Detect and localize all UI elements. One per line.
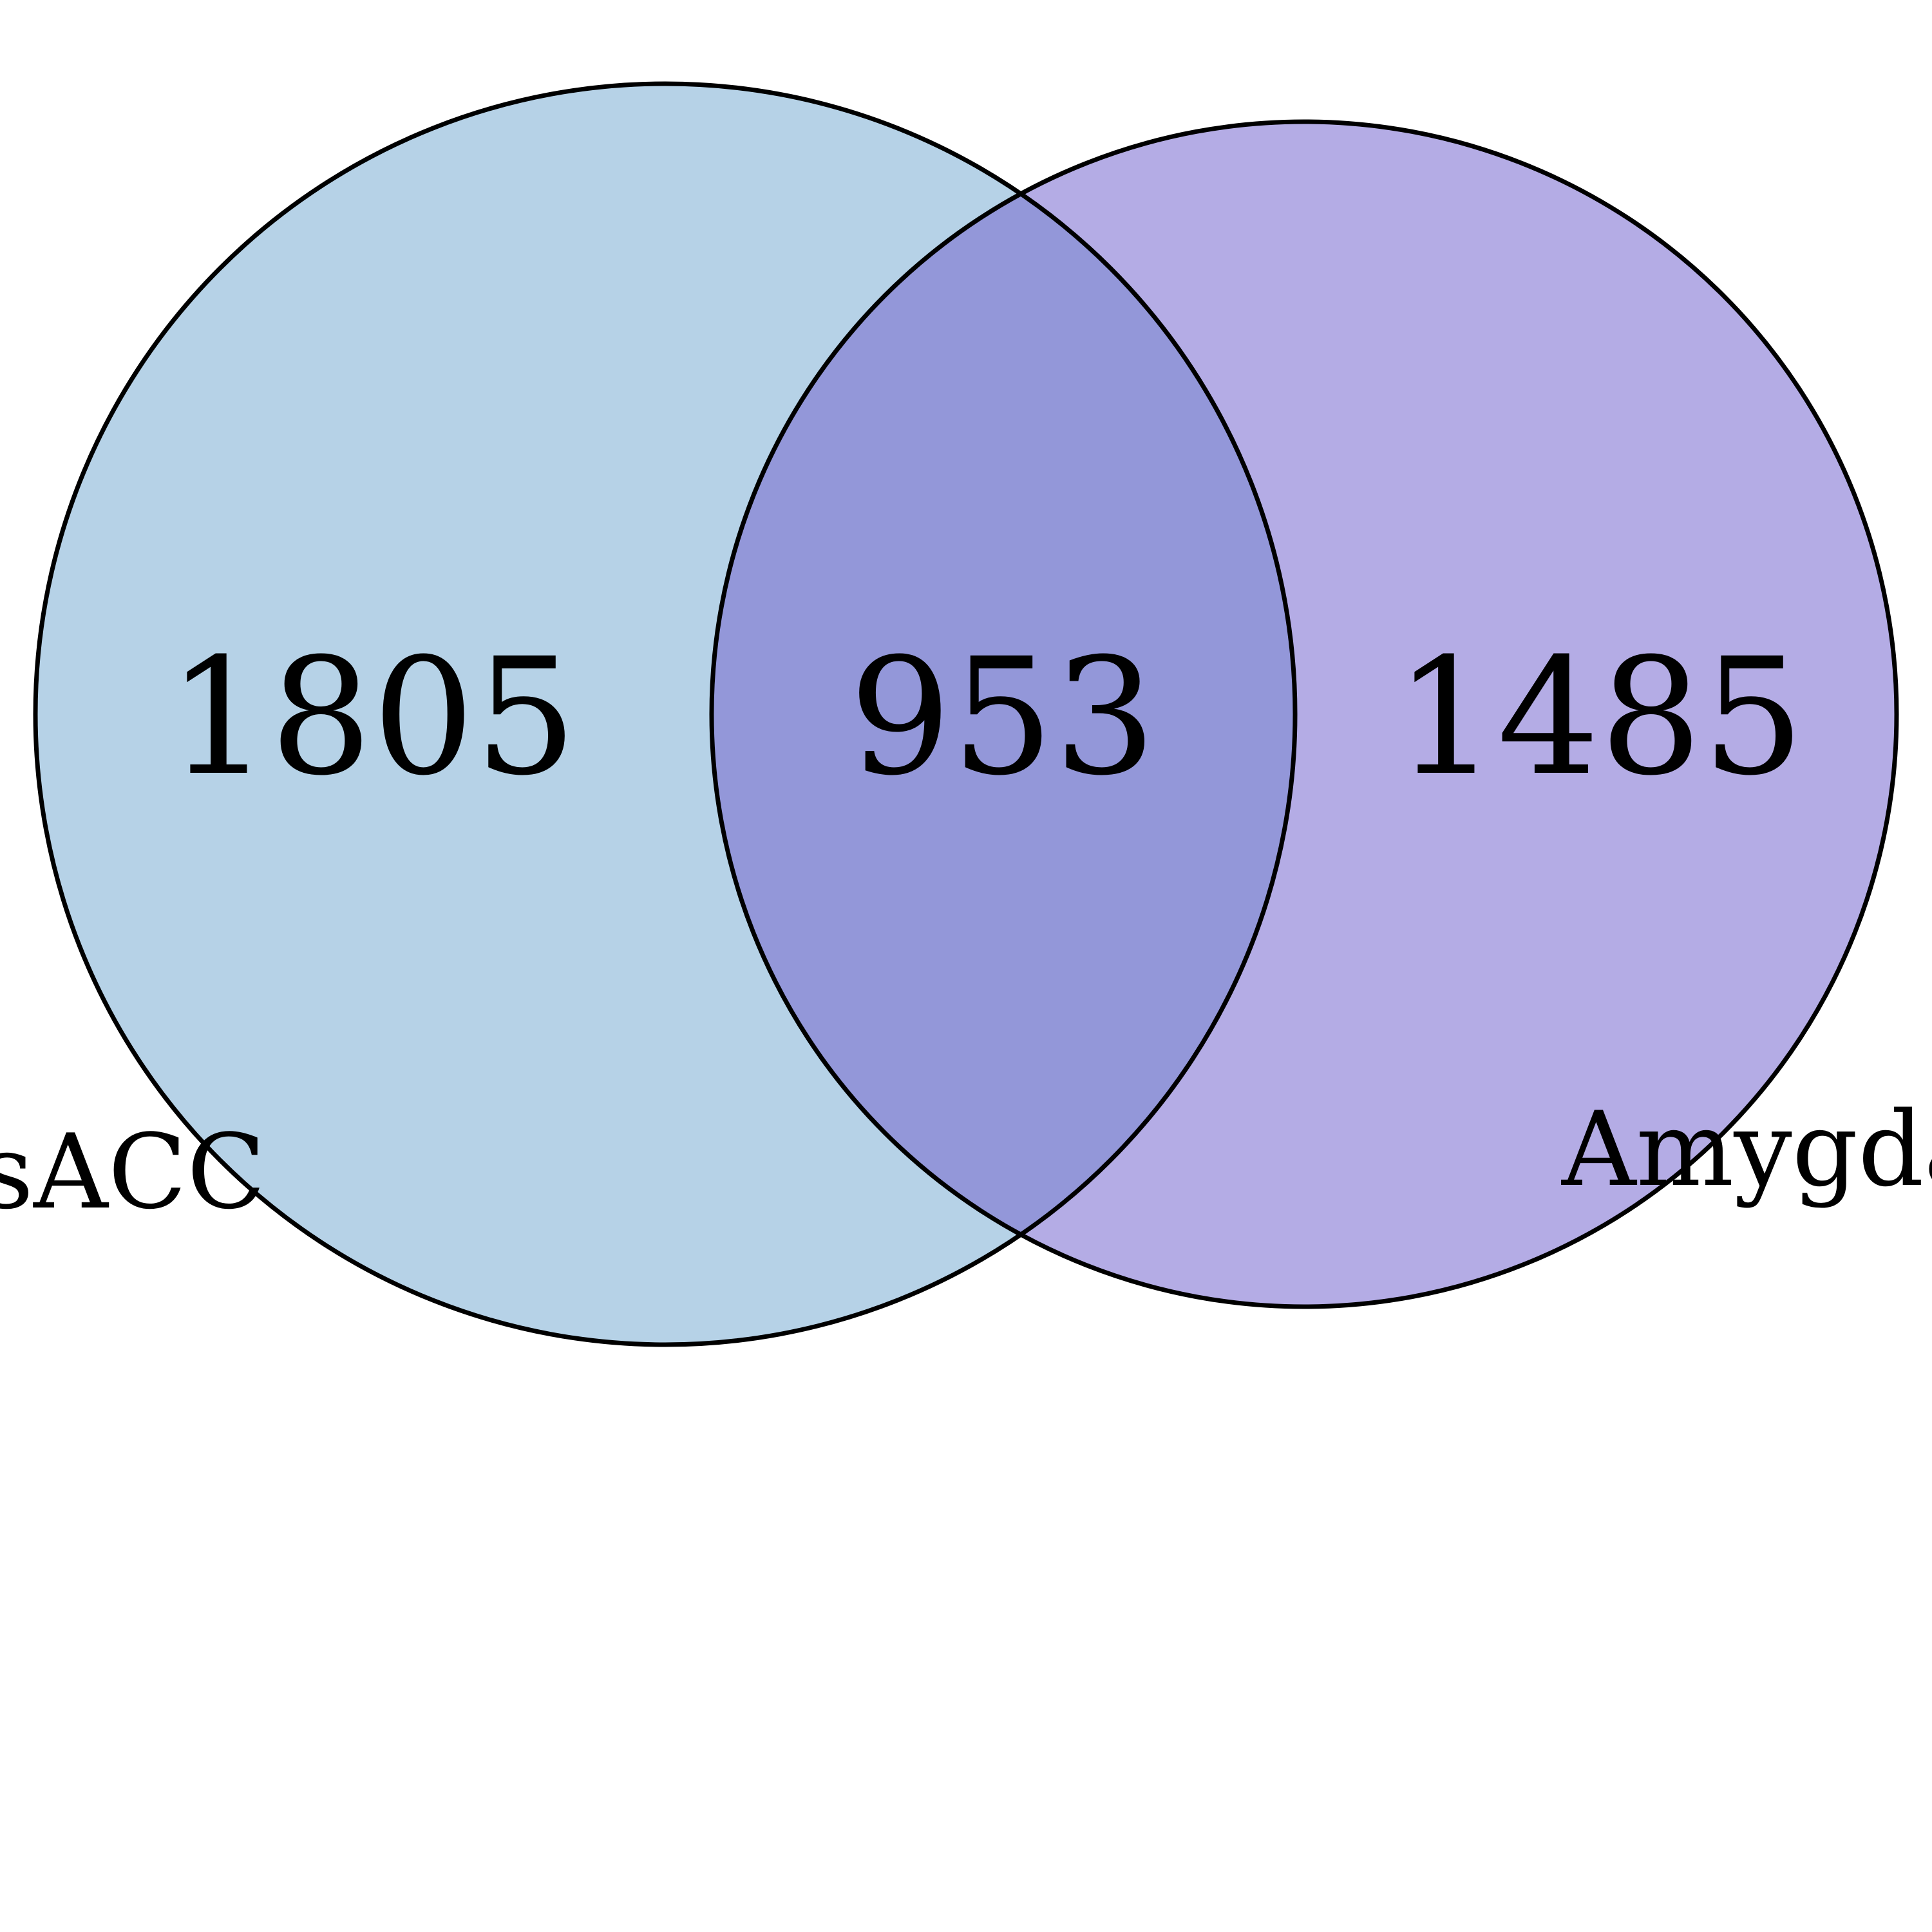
set-a-only-count: 1805	[167, 623, 577, 811]
set-a-label: sACC	[0, 1112, 266, 1232]
set-b-label: Amygdala	[1561, 1089, 1932, 1209]
intersection-region	[712, 122, 1295, 1307]
intersection-count: 953	[849, 623, 1156, 811]
set-b-only-count: 1485	[1395, 623, 1804, 811]
set-b-outline	[709, 119, 1899, 1309]
set-a-outline	[33, 81, 1298, 1347]
